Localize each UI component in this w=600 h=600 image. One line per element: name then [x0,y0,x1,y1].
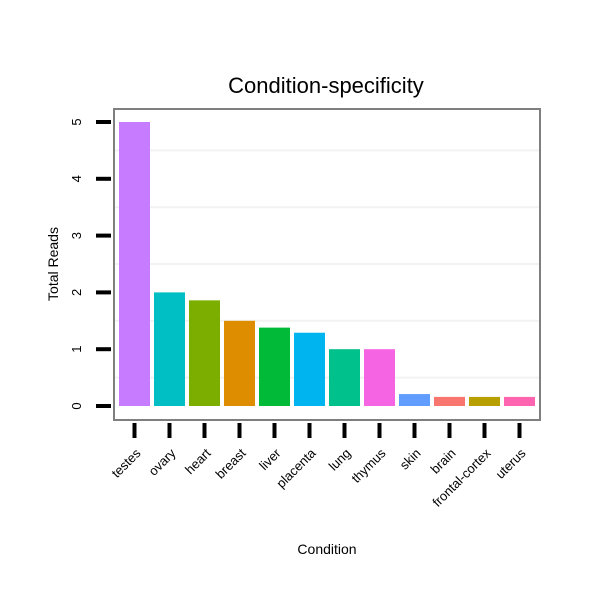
bar-lung [329,349,360,406]
y-tick-label: 3 [69,232,84,239]
y-tick-label: 5 [69,118,84,125]
bar-ovary [154,292,185,406]
x-tick-label-ovary: ovary [146,445,179,478]
y-axis: 0 1 2 3 4 5 [69,118,111,410]
x-tick-label-uterus: uterus [492,445,529,482]
bar-heart [189,300,220,406]
x-tick-label-skin: skin [397,446,424,473]
x-tick-label-heart: heart [182,445,214,477]
bar-brain [434,396,465,406]
y-axis-title: Total Reads [45,227,61,301]
y-tick-label: 2 [69,289,84,296]
chart-title: Condition-specificity [228,73,424,98]
x-tick-label-brain: brain [428,446,459,477]
bar-placenta [294,332,325,406]
x-tick-label-thymus: thymus [348,445,389,486]
bars [119,122,535,406]
bar-frontal-cortex [469,396,500,406]
x-tick-label-testes: testes [108,445,143,480]
bar-uterus [504,396,535,406]
bar-thymus [364,349,395,406]
y-tick-label: 0 [69,402,84,409]
x-axis-title: Condition [297,541,356,557]
bar-breast [224,320,255,406]
bar-testes [119,122,150,406]
x-tick-label-breast: breast [212,445,248,481]
plot-frame [113,108,541,421]
x-tick-label-lung: lung [326,446,354,474]
bar-liver [259,327,290,406]
y-tick-label: 1 [69,346,84,353]
x-tick-label-placenta: placenta [273,445,319,491]
bar-skin [399,394,430,406]
y-tick-label: 4 [69,175,84,182]
x-tick-label-liver: liver [256,445,284,473]
